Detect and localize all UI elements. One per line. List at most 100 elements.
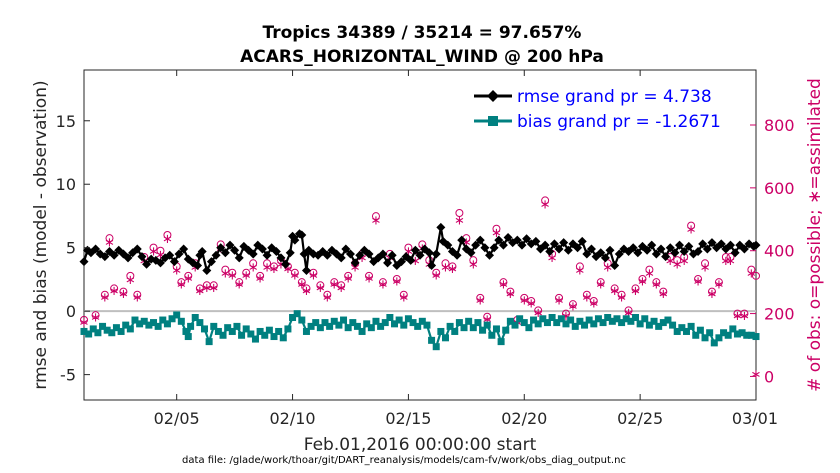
obs-assimilated-point: ∗ [148, 245, 159, 260]
obs-assimilated-point: ∗ [505, 287, 516, 302]
obs-possible-point [534, 306, 543, 315]
obs-assimilated-point: ∗ [104, 235, 115, 250]
obs-assimilated-point: ∗ [547, 251, 558, 266]
legend: rmse grand pr = 4.738 bias grand pr = -1… [474, 87, 721, 132]
y-tick-label: -5 [60, 366, 76, 385]
bias-point [163, 320, 171, 328]
obs-assimilated-point: ∗ [118, 287, 129, 302]
obs-possible-point [119, 287, 128, 296]
obs-possible-point [365, 271, 374, 280]
bias-point [298, 316, 306, 324]
obs-possible-point [330, 278, 339, 287]
obs-assimilated-point: ∗ [296, 278, 307, 293]
bias-point [557, 315, 565, 323]
bias-point [543, 319, 551, 327]
bias-point [738, 329, 746, 337]
obs-assimilated-point: ∗ [308, 268, 319, 283]
obs-assimilated-point: ∗ [241, 268, 252, 283]
x-axis: 02/05 02/10 02/15 02/20 02/25 03/01 [154, 70, 778, 428]
bias-point [599, 319, 607, 327]
rmse-point [123, 253, 133, 263]
obs-possible-point [476, 293, 485, 302]
bias-series [80, 310, 760, 351]
obs-assimilated-point: ∗ [398, 290, 409, 305]
obs-possible-point [652, 278, 661, 287]
obs-assimilated-point: ∗ [176, 278, 187, 293]
obs-assimilated-point: ∗ [343, 271, 354, 286]
obs-assimilated-point: ∗ [109, 284, 120, 299]
obs-possible-point [177, 278, 186, 287]
bias-point [122, 321, 130, 329]
bias-point [428, 336, 436, 344]
bias-point [710, 339, 718, 347]
bias-point [150, 319, 158, 327]
rmse-point [656, 244, 666, 254]
obs-assimilated-point: ∗ [482, 312, 493, 327]
obs-assimilated-point: ∗ [739, 309, 750, 324]
obs-assimilated-point: ∗ [315, 281, 326, 296]
obs-assimilated-point: ∗ [602, 260, 613, 275]
bias-point [534, 320, 542, 328]
rmse-point [355, 250, 365, 260]
obs-possible-point [316, 281, 325, 290]
obs-possible-point [575, 262, 584, 271]
right-y-axis-label: # of obs: o=possible; ∗=assimilated [805, 78, 825, 392]
obs-possible-point [714, 278, 723, 287]
bias-point [451, 327, 459, 335]
obs-assimilated-point: ∗ [707, 287, 718, 302]
bias-point [108, 329, 116, 337]
obs-possible-point [156, 246, 165, 255]
plot-area [83, 69, 757, 401]
rmse-point [726, 240, 736, 250]
rmse-point [730, 248, 740, 258]
bias-point [293, 310, 301, 318]
bias-point [99, 322, 107, 330]
bias-point [353, 322, 361, 330]
bias-point [126, 325, 134, 333]
right-y-tick-label: 600 [764, 179, 795, 198]
obs-possible-point [721, 253, 730, 261]
obs-assimilated-point: ∗ [567, 300, 578, 315]
obs-possible-point [527, 297, 536, 305]
rmse-point [137, 252, 147, 262]
bias-point [673, 327, 681, 335]
bias-point [682, 327, 690, 335]
bias-point [316, 324, 324, 332]
rmse-point [406, 255, 416, 265]
obs-assimilated-point: ∗ [658, 287, 669, 302]
bias-point [594, 315, 602, 323]
bias-point [238, 331, 246, 339]
bias-point [553, 319, 561, 327]
obs-assimilated-point: ∗ [468, 257, 479, 272]
bias-point [154, 322, 162, 330]
bias-point [159, 316, 167, 324]
obs-possible-point [80, 315, 88, 324]
obs-possible-point [195, 284, 204, 293]
bias-point [455, 319, 463, 327]
x-tick-label: 03/01 [732, 409, 778, 428]
obs-assimilated-point: ∗ [498, 278, 509, 293]
footnote: data file: /glade/work/thoar/git/DART_re… [182, 455, 626, 466]
bias-point [395, 316, 403, 324]
bias-point [136, 320, 144, 328]
bias-point [497, 338, 505, 346]
obs-possible-point [638, 275, 647, 283]
bias-point [733, 330, 741, 338]
obs-assimilated-point: ∗ [637, 275, 648, 290]
bias-point [168, 315, 176, 323]
x-axis-label: Feb.01,2016 00:00:00 start [304, 435, 537, 455]
bias-point [632, 314, 640, 321]
obs-assimilated-point: ∗ [227, 268, 238, 283]
rmse-point [225, 240, 235, 250]
bias-point [391, 320, 399, 328]
bias-point [367, 324, 375, 332]
obs-possible-point [520, 293, 529, 302]
y-tick-label: 10 [56, 175, 76, 194]
rmse-point [693, 247, 703, 256]
obs-possible-point [221, 265, 230, 274]
y-tick-label: 15 [56, 112, 76, 131]
rmse-point [230, 245, 240, 255]
rmse-point [179, 244, 189, 254]
rmse-point [661, 252, 671, 262]
